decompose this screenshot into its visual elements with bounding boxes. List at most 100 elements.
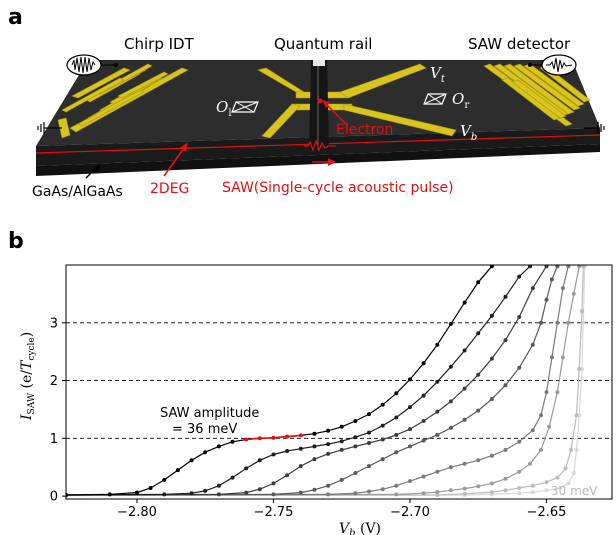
series-2-point [257, 458, 262, 463]
series-6-point [462, 486, 467, 491]
series-2-point [489, 313, 494, 318]
series-1-point [448, 321, 453, 326]
series-4-point [555, 265, 560, 269]
series-2-point [380, 423, 385, 428]
series-6-point [489, 481, 494, 486]
series-4-point [421, 438, 426, 443]
series-5-point [560, 286, 565, 291]
series-7-point [517, 486, 522, 490]
series-4-point [380, 457, 385, 462]
series-line-8 [66, 266, 586, 497]
series-3-point [257, 487, 262, 492]
series-2-point [435, 379, 440, 384]
chirp-idt-title: Chirp IDT [124, 35, 195, 53]
series-2-point [476, 331, 481, 336]
series-3-point [271, 481, 276, 486]
y-axis-ticks: 0 1 2 3 [50, 316, 66, 505]
series-line-6 [66, 266, 580, 496]
series-4-point [408, 444, 412, 449]
y-axis-label: ISAW (e/Tcycle) [19, 332, 37, 421]
series-5-point [566, 265, 571, 269]
series-3-point [476, 372, 481, 377]
series-3-point [421, 419, 426, 423]
series-6-point [566, 320, 571, 325]
saw-detector-electrodes [483, 63, 591, 127]
x-tick-label: −2.80 [117, 505, 157, 520]
series-4-point [312, 487, 317, 492]
dashed-reference-lines [66, 322, 612, 439]
gate-bottom-label: Vb [460, 122, 477, 143]
substrate-label: GaAs/AlGaAs [32, 184, 123, 200]
series-4-point [339, 477, 344, 482]
saw-detector-title: SAW detector [468, 35, 571, 53]
series-5-point [435, 469, 440, 474]
series-4-point [539, 320, 543, 325]
series-3-point [503, 338, 508, 343]
series-8-point [580, 367, 584, 371]
ohmic-right-label: Or [452, 90, 469, 111]
series-8-point [566, 481, 571, 486]
series-5-point [517, 439, 522, 444]
series-5-point [394, 483, 399, 488]
series-2-point [421, 393, 426, 398]
ohmic-left-label: Ol [216, 98, 232, 119]
series-3-point [216, 492, 221, 497]
series-8-point [574, 447, 579, 452]
twodeg-arrow [163, 142, 188, 177]
series-line-5 [66, 266, 569, 496]
series-2-point [367, 430, 371, 435]
series-2-point [312, 444, 317, 449]
series-1-point [203, 450, 208, 455]
series-7-point [503, 488, 508, 493]
x-tick-label: −2.65 [527, 505, 567, 520]
series-1-point [107, 492, 112, 497]
series-1-point [312, 431, 317, 436]
x-tick-label: −2.75 [254, 505, 294, 520]
series-3-point [367, 441, 371, 445]
series-3-point [544, 265, 549, 269]
ohmic-contact-left-icon [231, 101, 259, 113]
series-5-point [555, 320, 560, 325]
series-4-point [549, 277, 554, 282]
series-3-point [339, 447, 344, 452]
x-axis-ticks: −2.80 −2.75 −2.70 −2.65 [117, 499, 566, 520]
series-5-point [326, 492, 331, 497]
series-7-point [569, 447, 573, 452]
series-7-point [574, 413, 579, 418]
series-2-point [462, 348, 467, 353]
series-4-point [367, 464, 371, 469]
series-1-point [489, 265, 494, 269]
y-tick-label: 0 [50, 490, 58, 505]
series-1-point [326, 428, 331, 433]
series-1-point [367, 412, 371, 417]
series-3-point [435, 409, 440, 414]
series-4-point [448, 425, 453, 430]
series-2-point [353, 435, 358, 440]
ground-left-icon [37, 122, 62, 134]
series-2-point [339, 439, 344, 444]
series-4-point [435, 432, 440, 437]
series-7-point [435, 493, 440, 497]
series-5-point [353, 491, 358, 496]
series-2-point [326, 442, 331, 447]
series-2-point [189, 491, 194, 496]
series-4-point [394, 450, 399, 455]
series-5-point [462, 461, 467, 466]
series-3-point [298, 464, 303, 469]
series-5-point [367, 489, 371, 494]
series-6-point [435, 490, 440, 495]
lowest-amplitude-label: 30 meV [551, 484, 598, 498]
y-tick-label: 3 [50, 316, 58, 331]
series-2-point [503, 294, 508, 299]
series-1-point [230, 439, 235, 444]
series-5-point [448, 465, 453, 470]
series-2-point [230, 475, 235, 480]
series-2-point [298, 446, 303, 451]
series-3-point [244, 490, 249, 495]
chirp-idt-electrodes [57, 63, 189, 139]
ohmic-contact-right-icon [423, 93, 447, 105]
panel-b-label: b [8, 229, 24, 254]
quantum-rail-title: Quantum rail [274, 35, 372, 53]
electron-label: Electron [336, 122, 393, 138]
series-7-point [555, 475, 560, 480]
